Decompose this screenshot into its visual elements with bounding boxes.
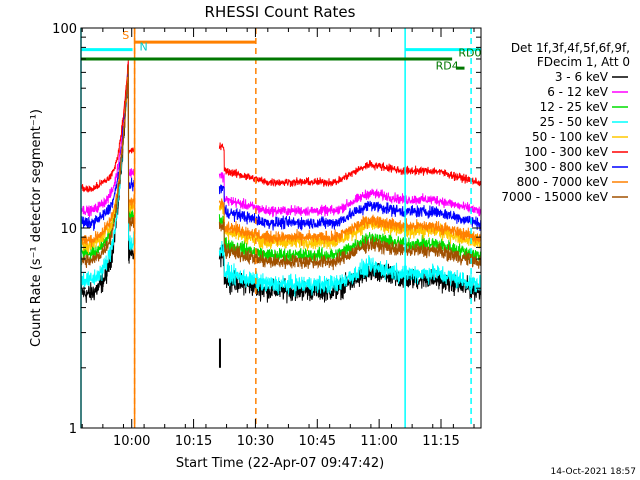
- legend-entry-label: 800 - 7000 keV: [517, 175, 609, 189]
- y-tick-label: 1: [69, 422, 77, 437]
- x-tick-label: 11:15: [422, 434, 459, 449]
- legend-entry-label: 7000 - 15000 keV: [501, 190, 608, 204]
- annotation-2: N: [140, 41, 148, 54]
- y-tick-label: 10: [60, 222, 77, 237]
- series-line-6: [80, 59, 482, 193]
- legend-header-line-1: Det 1f,3f,4f,5f,6f,9f,: [511, 41, 630, 55]
- x-axis-label: Start Time (22-Apr-07 09:47:42): [176, 456, 384, 471]
- y-axis-label: Count Rate (s⁻¹ detector segment⁻¹): [29, 109, 44, 347]
- legend-entry-label: 300 - 800 keV: [524, 160, 608, 174]
- annotation-1: S: [122, 29, 129, 42]
- legend-entry-label: 25 - 50 keV: [540, 115, 609, 129]
- series-line-9: [80, 64, 482, 271]
- footer-timestamp: 14-Oct-2021 18:57: [551, 467, 636, 477]
- x-tick-label: 10:45: [299, 434, 336, 449]
- chart-title: RHESSI Count Rates: [205, 3, 356, 21]
- x-tick-label: 10:30: [237, 434, 274, 449]
- y-axis-label-group: Count Rate (s⁻¹ detector segment⁻¹): [29, 109, 44, 347]
- y-tick-label: 100: [52, 22, 77, 37]
- legend-entry-label: 6 - 12 keV: [547, 85, 609, 99]
- legend-entry-label: 3 - 6 keV: [555, 70, 609, 84]
- legend-entry-label: 100 - 300 keV: [524, 145, 608, 159]
- x-tick-label: 10:00: [113, 434, 150, 449]
- legend-header-line-2: FDecim 1, Att 0: [537, 55, 630, 69]
- legend: Det 1f,3f,4f,5f,6f,9f, FDecim 1, Att 0 3…: [501, 41, 630, 204]
- x-tick-label: 10:15: [175, 434, 212, 449]
- legend-entry-label: 50 - 100 keV: [532, 130, 609, 144]
- x-tick-label: 11:00: [360, 434, 397, 449]
- legend-entry-label: 12 - 25 keV: [540, 100, 609, 114]
- annotation-3: RD4: [436, 60, 459, 73]
- annotation-4: RD0: [458, 47, 481, 60]
